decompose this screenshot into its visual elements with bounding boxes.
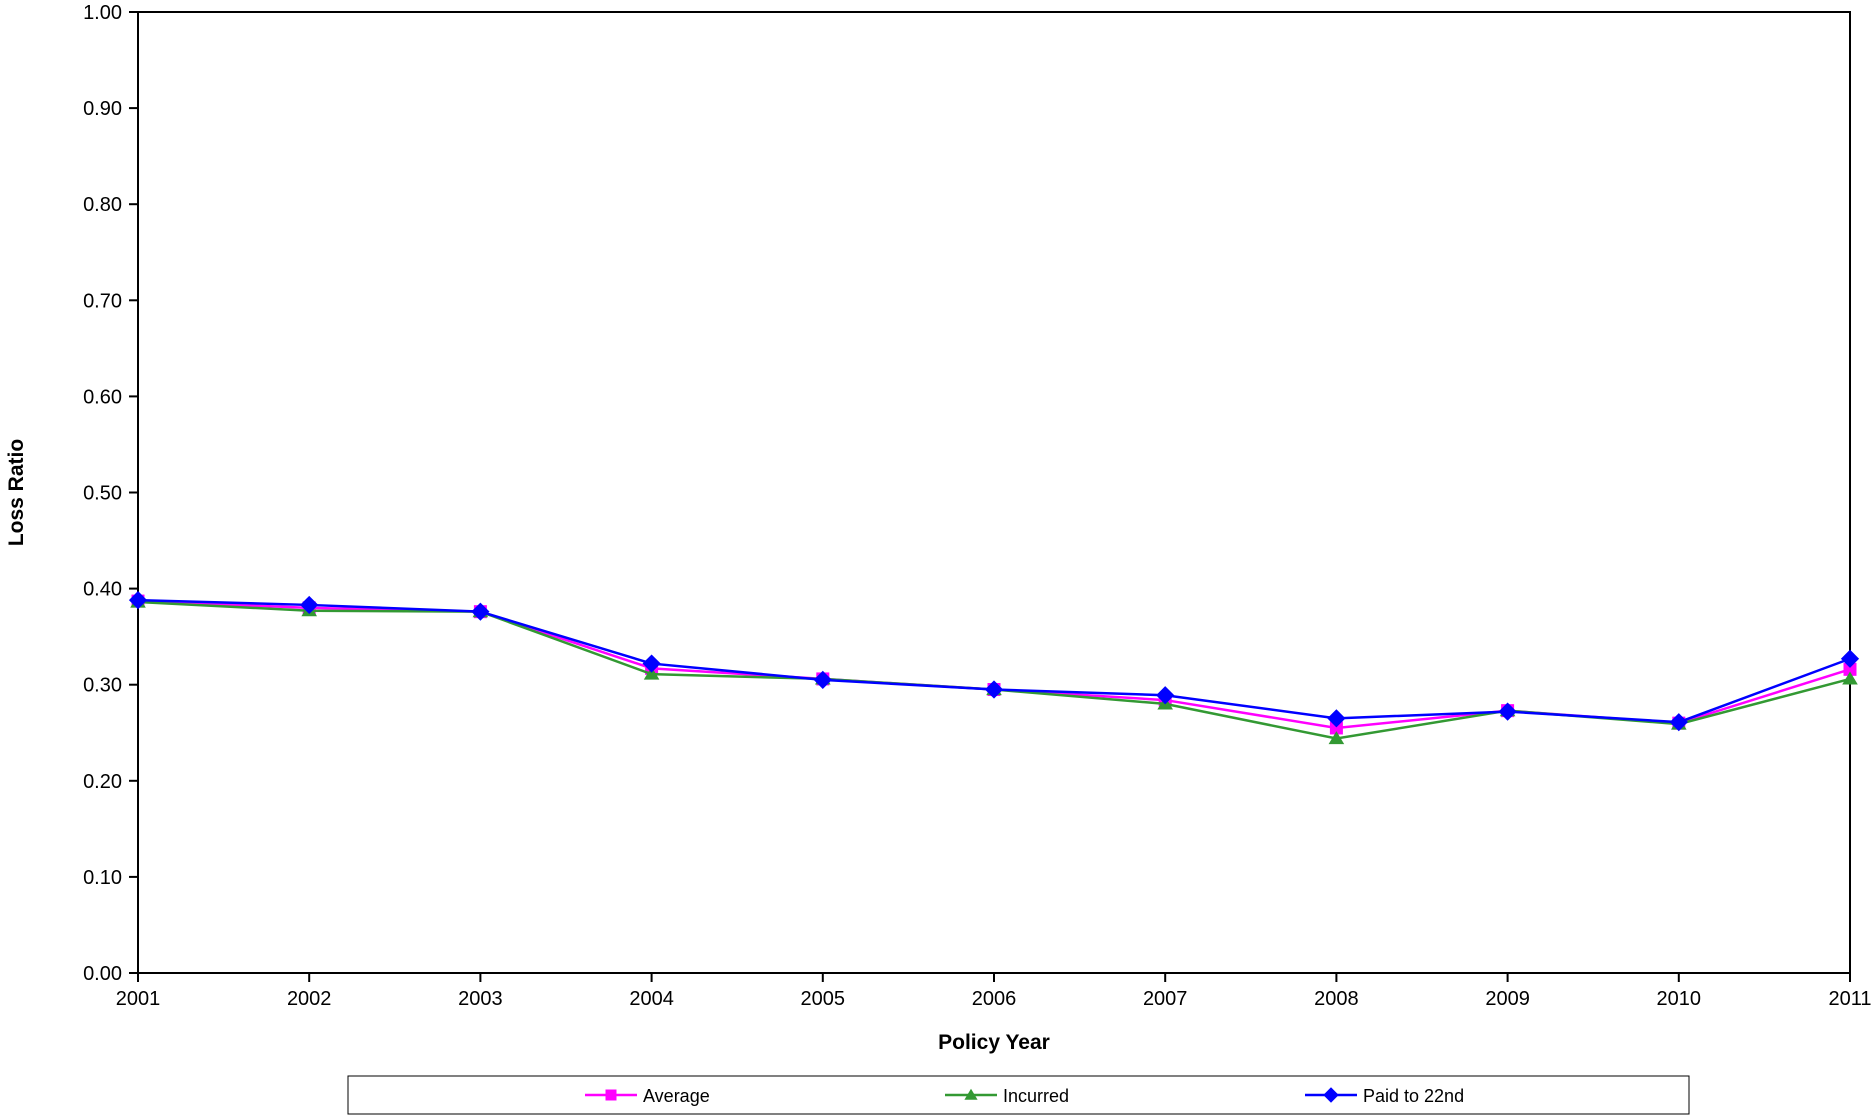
- y-axis: 0.00 0.10 0.20 0.30 0.40 0.50 0.60 0.70 0.80 0.90…: [83, 2, 138, 985]
- y-tick-label: 0.10: [83, 867, 122, 889]
- plot-frame: [137, 11, 1851, 974]
- data-point-average: [1843, 662, 1857, 676]
- legend-label-average: Average: [643, 1086, 710, 1106]
- y-tick-label: 0.00: [83, 963, 122, 985]
- series-layer: [128, 591, 1860, 745]
- data-point-paid-to-22nd: [300, 595, 319, 615]
- data-point-paid-to-22nd: [1840, 649, 1860, 668]
- legend-box: [347, 1075, 1690, 1115]
- series-paid-to-22nd: [128, 591, 1860, 732]
- legend-marker-average: [605, 1089, 617, 1101]
- data-point-paid-to-22nd: [128, 591, 148, 610]
- legend-marker-incurred: [964, 1088, 978, 1100]
- y-tick-label: 0.50: [83, 483, 122, 505]
- legend-label-incurred: Incurred: [1003, 1086, 1069, 1106]
- data-point-paid-to-22nd: [642, 654, 661, 673]
- x-tick-label: 2003: [458, 988, 503, 1010]
- data-point-paid-to-22nd: [1498, 702, 1517, 721]
- y-tick-label: 0.60: [83, 386, 122, 408]
- x-tick-label: 2009: [1485, 988, 1530, 1010]
- x-tick-label: 2001: [116, 988, 161, 1010]
- y-tick-label: 0.70: [83, 290, 122, 312]
- x-axis-title: Policy Year: [938, 1031, 1050, 1054]
- legend-marker-paid-to-22nd: [1323, 1087, 1339, 1103]
- data-point-average: [1329, 721, 1343, 735]
- data-point-paid-to-22nd: [1327, 709, 1346, 728]
- x-axis: 2001 2002 2003 2004 2005 2006 2007 2008 2009 2010…: [116, 973, 1872, 1010]
- data-point-incurred: [1328, 731, 1345, 745]
- x-tick-label: 2010: [1657, 988, 1702, 1010]
- plot-area: [137, 11, 1851, 974]
- legend-entry-incurred: Incurred: [945, 1086, 1069, 1106]
- x-tick-label: 2002: [287, 988, 332, 1010]
- y-tick-label: 1.00: [83, 2, 122, 24]
- x-tick-label: 2004: [629, 988, 674, 1010]
- legend: Average Incurred Paid to 22nd: [347, 1075, 1690, 1115]
- data-point-paid-to-22nd: [471, 602, 490, 621]
- y-tick-label: 0.20: [83, 771, 122, 793]
- x-tick-label: 2007: [1143, 988, 1188, 1010]
- legend-entry-average: Average: [585, 1086, 710, 1106]
- x-tick-label: 2011: [1828, 988, 1871, 1010]
- legend-label-paid-to-22nd: Paid to 22nd: [1363, 1086, 1464, 1106]
- y-tick-label: 0.40: [83, 579, 122, 601]
- y-axis-title: Loss Ratio: [5, 439, 28, 546]
- x-tick-label: 2006: [972, 988, 1017, 1010]
- data-point-paid-to-22nd: [1156, 686, 1175, 705]
- y-tick-label: 0.30: [83, 675, 122, 697]
- data-point-paid-to-22nd: [984, 680, 1004, 699]
- y-tick-label: 0.90: [83, 98, 122, 120]
- x-tick-label: 2008: [1314, 988, 1359, 1010]
- data-point-incurred: [643, 666, 660, 680]
- x-tick-label: 2005: [801, 988, 846, 1010]
- data-point-paid-to-22nd: [813, 670, 832, 689]
- data-point-incurred: [1842, 671, 1858, 685]
- data-point-paid-to-22nd: [1669, 713, 1688, 732]
- y-tick-label: 0.80: [83, 194, 122, 216]
- legend-entry-paid-to-22nd: Paid to 22nd: [1305, 1086, 1464, 1106]
